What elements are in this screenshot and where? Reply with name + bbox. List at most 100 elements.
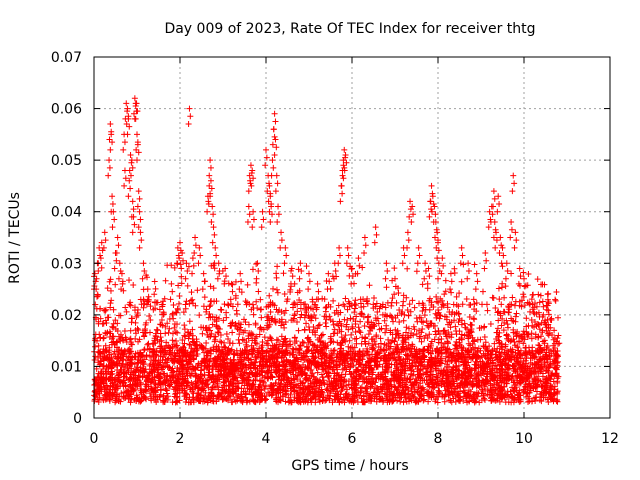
data-point [337, 391, 344, 398]
data-point [309, 386, 316, 393]
data-point [158, 386, 165, 393]
data-point [229, 319, 236, 326]
data-point [234, 301, 241, 308]
data-point [273, 336, 280, 343]
data-point [322, 308, 329, 315]
data-point [209, 313, 216, 320]
data-point [213, 298, 220, 305]
data-point [107, 287, 114, 294]
data-point [407, 308, 414, 315]
data-point [521, 302, 528, 309]
data-point [344, 306, 351, 313]
data-point [223, 331, 230, 338]
data-point [330, 297, 337, 304]
data-point [515, 391, 522, 398]
data-point [347, 315, 354, 322]
data-point [103, 319, 110, 326]
data-point [356, 328, 363, 335]
data-point [154, 384, 161, 391]
data-point [315, 322, 322, 329]
data-point [182, 399, 189, 406]
data-point [426, 331, 433, 338]
data-point [434, 399, 441, 406]
data-point [123, 353, 130, 360]
data-point [539, 298, 546, 305]
data-point [178, 280, 185, 287]
data-point [404, 307, 411, 314]
data-point [236, 340, 243, 347]
data-point [366, 282, 373, 289]
data-point [275, 337, 282, 344]
data-points [91, 95, 563, 406]
data-point [424, 368, 431, 375]
data-point [349, 323, 356, 330]
data-point [403, 294, 410, 301]
data-point [516, 338, 523, 345]
data-point [121, 347, 128, 354]
data-point [91, 337, 98, 344]
data-point [523, 315, 530, 322]
data-point [475, 345, 482, 352]
data-point [455, 319, 462, 326]
data-point [389, 295, 396, 302]
data-point [261, 334, 268, 341]
data-point [282, 398, 289, 405]
data-point [217, 338, 224, 345]
data-point [181, 322, 188, 329]
data-point [257, 296, 264, 303]
data-point [199, 330, 206, 337]
data-point [497, 312, 504, 319]
data-point [394, 327, 401, 334]
data-point [534, 320, 541, 327]
data-point [470, 296, 477, 303]
data-point [129, 315, 136, 322]
data-point [141, 332, 148, 339]
data-point [508, 270, 515, 277]
data-point [158, 342, 165, 349]
data-point [508, 392, 515, 399]
data-point [180, 309, 187, 316]
data-point [201, 294, 208, 301]
data-point [185, 263, 192, 270]
data-point [350, 362, 357, 369]
data-point [213, 398, 220, 405]
data-point [459, 301, 466, 308]
data-point [146, 352, 153, 359]
data-point [362, 385, 369, 392]
data-point [157, 353, 164, 360]
data-point [123, 308, 130, 315]
data-point [541, 340, 548, 347]
data-point [221, 301, 228, 308]
data-point [141, 393, 148, 400]
data-point [536, 326, 543, 333]
data-point [102, 317, 109, 324]
data-point [506, 306, 513, 313]
data-point [274, 263, 281, 270]
data-point [220, 387, 227, 394]
data-point [375, 320, 382, 327]
data-point [106, 278, 113, 285]
data-point [418, 338, 425, 345]
data-point [229, 329, 236, 336]
data-point [522, 350, 529, 357]
data-point [528, 335, 535, 342]
data-point [278, 333, 285, 340]
data-point [471, 316, 478, 323]
data-point [348, 331, 355, 338]
data-point [341, 316, 348, 323]
data-point [141, 347, 148, 354]
data-point [166, 325, 173, 332]
data-point [152, 285, 159, 292]
data-point [447, 324, 454, 331]
data-point [498, 322, 505, 329]
data-point [218, 307, 225, 314]
data-point [273, 306, 280, 313]
data-point [253, 298, 260, 305]
data-point [298, 311, 305, 318]
data-point [146, 329, 153, 336]
data-point [215, 386, 222, 393]
data-point [447, 349, 454, 356]
data-point [433, 293, 440, 300]
data-point [509, 294, 516, 301]
data-point [479, 288, 486, 295]
